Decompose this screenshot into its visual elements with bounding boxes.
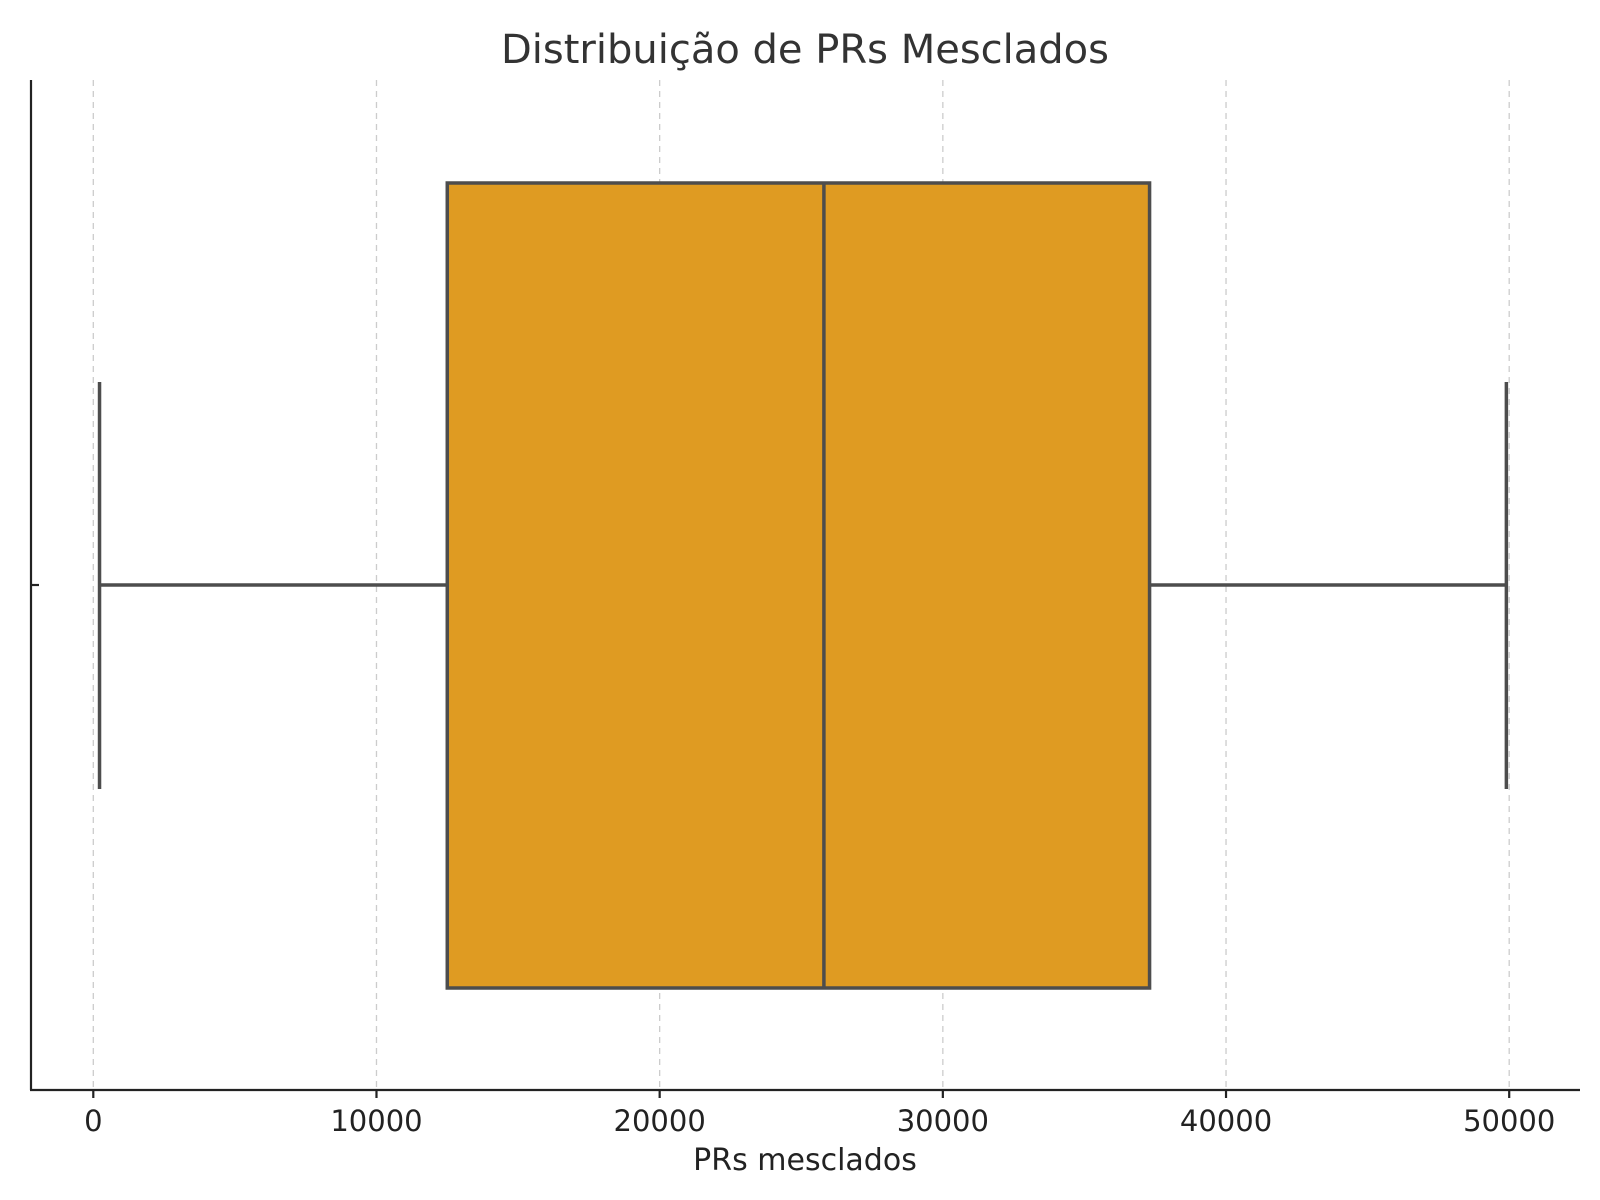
x-tick-label: 10000 — [330, 1104, 422, 1138]
x-tick-label: 20000 — [614, 1104, 706, 1138]
axes — [29, 80, 1580, 1092]
x-axis-ticks: 0 10000 20000 30000 40000 50000 — [84, 1090, 1555, 1138]
box-plot — [97, 181, 1509, 990]
x-axis-label: PRs mesclados — [693, 1143, 917, 1178]
chart-title: Distribuição de PRs Mesclados — [501, 27, 1109, 73]
x-tick-label: 50000 — [1463, 1104, 1555, 1138]
interquartile-box — [445, 181, 1152, 990]
x-tick-label: 40000 — [1180, 1104, 1272, 1138]
x-tick-label: 30000 — [897, 1104, 989, 1138]
x-tick-label: 0 — [84, 1104, 102, 1138]
